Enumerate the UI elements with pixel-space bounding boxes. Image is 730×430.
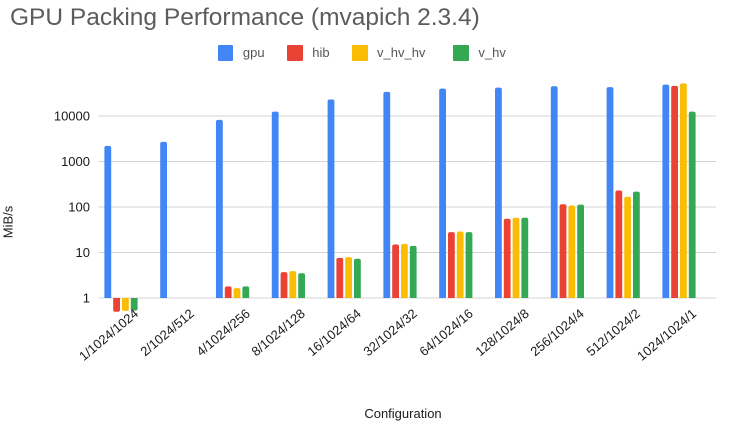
- svg-text:10: 10: [76, 245, 90, 260]
- svg-text:1000: 1000: [61, 154, 90, 169]
- svg-text:100: 100: [68, 200, 90, 215]
- svg-text:1: 1: [83, 291, 90, 306]
- svg-text:10000: 10000: [54, 109, 90, 124]
